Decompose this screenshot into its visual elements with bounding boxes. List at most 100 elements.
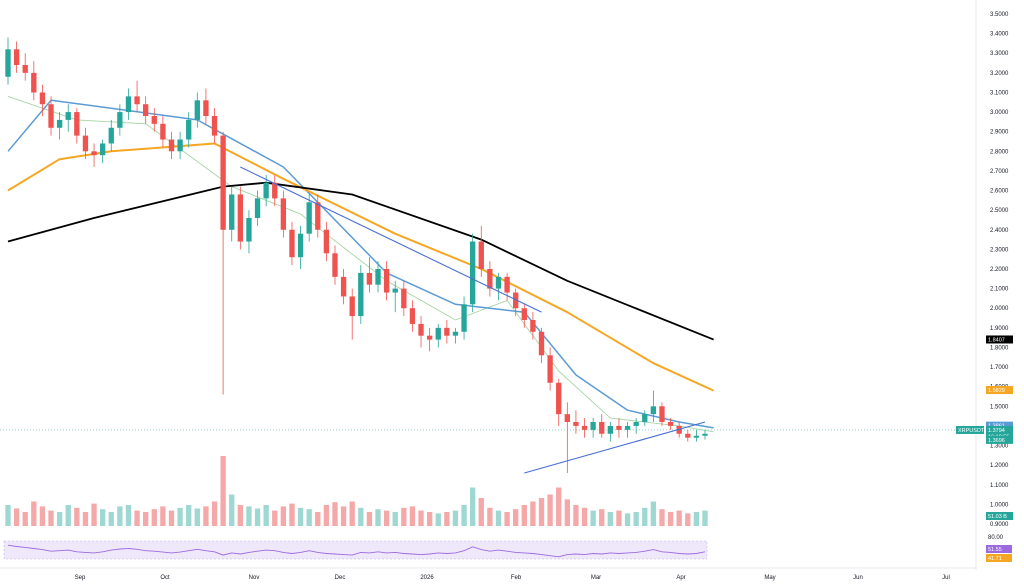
price-tick-label: 2.5000 — [990, 208, 1009, 214]
candle[interactable] — [177, 131, 183, 160]
candle[interactable] — [13, 41, 20, 73]
candle[interactable] — [693, 429, 700, 442]
candle[interactable] — [323, 221, 330, 262]
candle[interactable] — [556, 378, 562, 426]
candle[interactable] — [220, 131, 226, 395]
candle[interactable] — [272, 174, 278, 207]
candle[interactable] — [409, 300, 416, 332]
candle[interactable] — [581, 418, 588, 438]
candle[interactable] — [633, 418, 639, 434]
candle[interactable] — [383, 261, 390, 301]
candle[interactable] — [495, 272, 502, 301]
candle[interactable] — [237, 186, 244, 250]
candle[interactable] — [650, 390, 657, 422]
candle[interactable] — [160, 116, 166, 148]
candle[interactable] — [229, 186, 235, 242]
candle[interactable] — [22, 53, 28, 81]
candle[interactable] — [151, 108, 157, 132]
time-axis[interactable]: Sep Oct Nov Dec 2026 Feb Mar Apr May Jun Jul — [75, 575, 950, 581]
candle[interactable] — [444, 320, 450, 344]
candle[interactable] — [349, 288, 355, 340]
candlesticks[interactable] — [5, 37, 708, 473]
candle[interactable] — [599, 414, 605, 438]
candle[interactable] — [82, 127, 89, 160]
candle[interactable] — [125, 88, 132, 120]
candle-body — [56, 119, 63, 128]
time-tick-label: Nov — [249, 575, 260, 581]
candle[interactable] — [513, 288, 519, 317]
candle[interactable] — [469, 233, 476, 313]
candle[interactable] — [289, 221, 295, 266]
candle[interactable] — [547, 347, 553, 391]
candle[interactable] — [685, 429, 691, 442]
candle-body — [392, 288, 398, 293]
candle[interactable] — [521, 304, 527, 328]
candle-body — [211, 116, 218, 136]
time-tick-label: May — [764, 575, 775, 581]
candle[interactable] — [642, 410, 648, 426]
candle[interactable] — [315, 194, 321, 238]
candle[interactable] — [573, 410, 579, 434]
candle[interactable] — [203, 88, 209, 124]
candle[interactable] — [426, 327, 433, 352]
candle[interactable] — [194, 92, 200, 128]
candle-body — [220, 135, 226, 230]
candle-body — [194, 100, 200, 120]
candle[interactable] — [91, 143, 97, 167]
candle[interactable] — [246, 210, 252, 254]
candle[interactable] — [65, 104, 71, 132]
price-tick-label: 2.3000 — [990, 247, 1009, 253]
candle[interactable] — [186, 112, 192, 148]
candle[interactable] — [487, 261, 493, 297]
candle[interactable] — [478, 225, 484, 277]
candle-body — [667, 422, 674, 426]
candle[interactable] — [263, 174, 269, 207]
candle[interactable] — [297, 225, 304, 269]
candle[interactable] — [358, 265, 364, 324]
candle[interactable] — [168, 131, 175, 160]
candle[interactable] — [607, 422, 614, 442]
candle-body — [538, 331, 545, 356]
candle[interactable] — [143, 96, 149, 124]
candle[interactable] — [56, 112, 63, 140]
candle[interactable] — [108, 119, 114, 152]
candle[interactable] — [39, 84, 46, 116]
candle[interactable] — [134, 80, 140, 113]
trendline[interactable] — [524, 421, 706, 474]
candle[interactable] — [590, 418, 596, 438]
volume-bar — [409, 506, 416, 526]
candle[interactable] — [74, 108, 80, 144]
candle[interactable] — [401, 280, 407, 317]
candle[interactable] — [48, 96, 54, 136]
volume-bar — [99, 509, 106, 526]
candle[interactable] — [435, 323, 441, 348]
candle[interactable] — [392, 280, 398, 313]
candle[interactable] — [211, 108, 218, 144]
candle[interactable] — [659, 402, 665, 426]
candle-body — [702, 433, 708, 436]
candle[interactable] — [530, 312, 536, 340]
candle[interactable] — [418, 316, 424, 348]
candle[interactable] — [99, 139, 106, 164]
candle[interactable] — [375, 261, 381, 293]
trendline[interactable] — [240, 166, 542, 313]
candle[interactable] — [538, 327, 545, 364]
candle[interactable] — [332, 245, 338, 285]
candle[interactable] — [616, 418, 622, 438]
candle[interactable] — [306, 194, 312, 242]
candle[interactable] — [31, 61, 37, 101]
candle[interactable] — [667, 418, 674, 430]
candle[interactable] — [5, 37, 11, 85]
candle-body — [289, 229, 295, 258]
candle[interactable] — [461, 296, 467, 340]
candle[interactable] — [254, 190, 261, 226]
candle[interactable] — [117, 104, 123, 136]
candle[interactable] — [452, 327, 459, 344]
candle[interactable] — [340, 269, 347, 305]
candle[interactable] — [702, 429, 708, 440]
candle[interactable] — [280, 190, 287, 238]
volume-bar — [452, 510, 459, 526]
candle-body — [418, 323, 424, 336]
candle[interactable] — [366, 257, 373, 293]
